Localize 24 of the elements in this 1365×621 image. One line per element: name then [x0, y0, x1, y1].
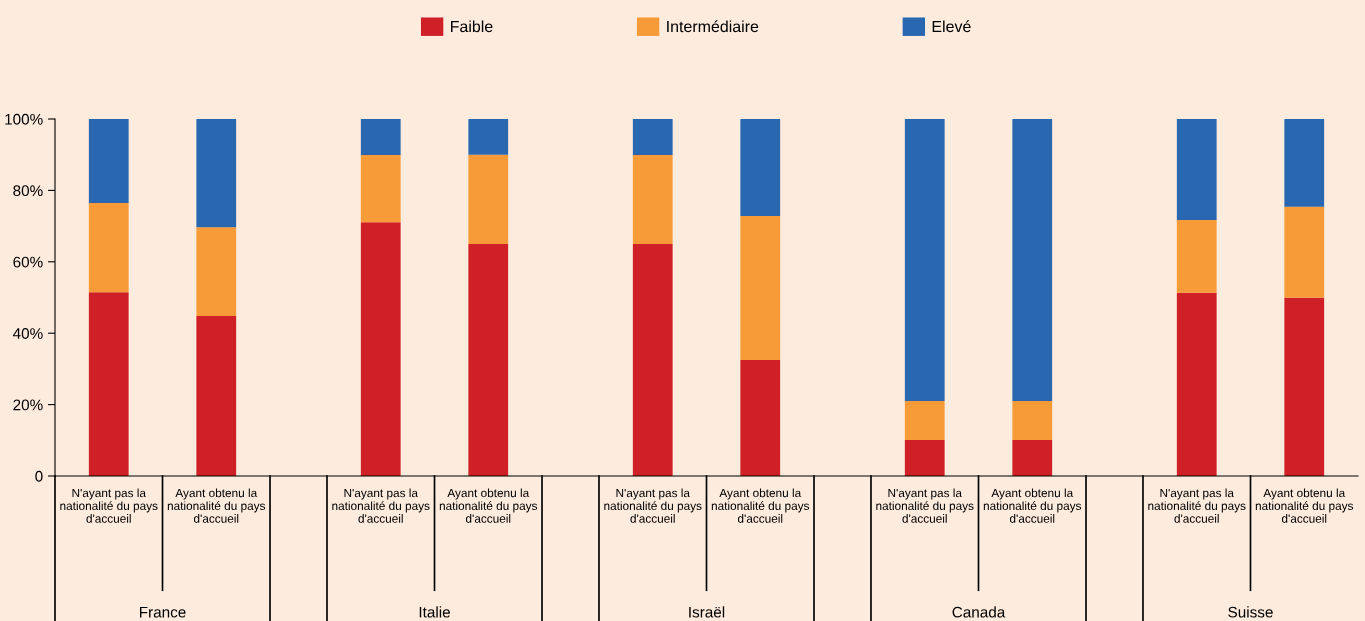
text: Suisse	[1228, 606, 1273, 618]
y-tick-label: 80%	[13, 185, 43, 197]
x-tick-label: Ayant obtenu la nationalité du pays d'accueil	[983, 488, 1082, 523]
text: Italie	[419, 606, 450, 618]
y-tick-label: 40%	[12, 328, 43, 339]
x-tick-label: Ayant obtenu la nationalité du pays d'accueil	[439, 488, 538, 523]
y-tick-label: 60%	[13, 256, 43, 268]
legend-label: Elevé	[932, 20, 971, 33]
legend-label: Intermédiaire	[667, 20, 759, 33]
text: France	[139, 606, 186, 618]
x-tick-label: N'ayant pas la nationalité du pays d'accueil	[60, 488, 158, 523]
x-tick-label: Ayant obtenu la nationalité du pays d'accueil	[1255, 488, 1354, 523]
x-tick-label: N'ayant pas la nationalité du pays d'accueil	[332, 488, 430, 523]
x-tick-label: Ayant obtenu la nationalité du pays d'accueil	[167, 488, 266, 523]
x-tick-label: Ayant obtenu la nationalité du pays d'accueil	[711, 488, 810, 523]
y-tick-label: 100%	[5, 113, 43, 125]
x-tick-label: N'ayant pas la nationalité du pays d'accueil	[1148, 488, 1246, 523]
text: Canada	[952, 606, 1006, 618]
x-tick-label: N'ayant pas la nationalité du pays d'accueil	[604, 488, 702, 523]
x-tick-label: N'ayant pas la nationalité du pays d'accueil	[876, 488, 974, 523]
legend-label: Faible	[451, 20, 493, 33]
y-tick-label: 0	[35, 470, 43, 482]
text: Israël	[689, 606, 725, 618]
y-tick-label: 20%	[13, 399, 43, 411]
